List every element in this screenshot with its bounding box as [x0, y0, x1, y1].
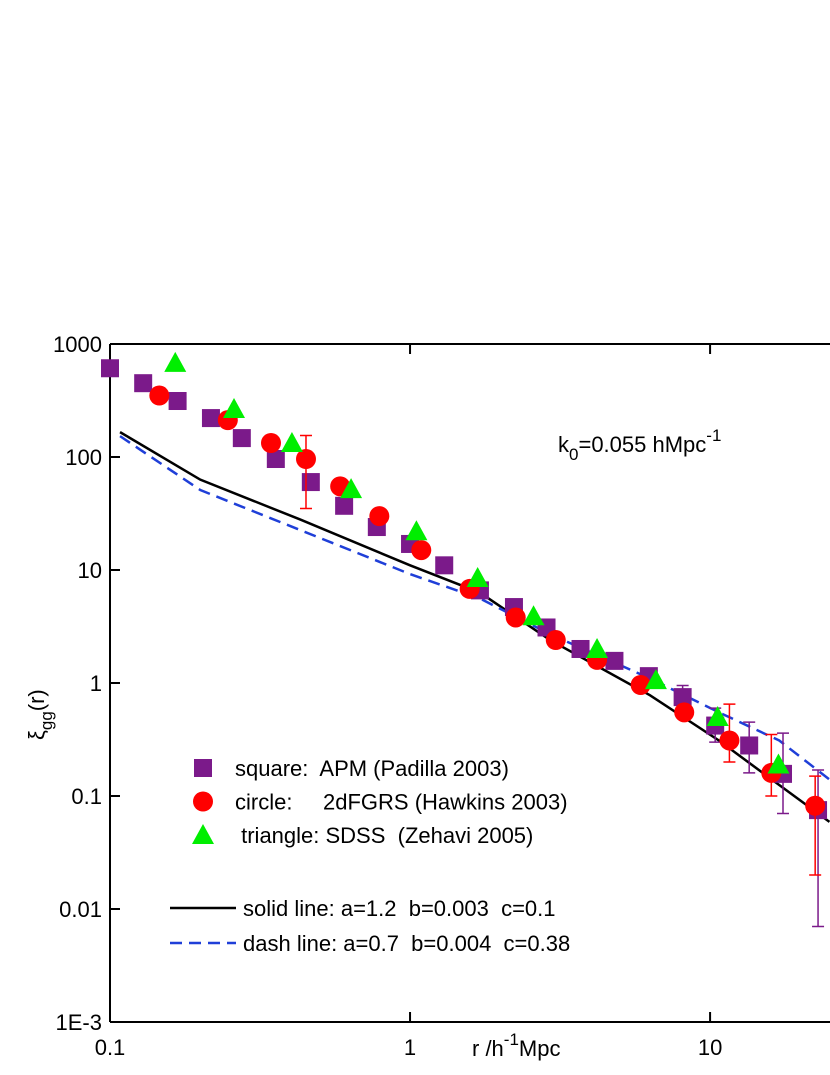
x-tick-label: 0.1 [95, 1035, 126, 1060]
error-bar [299, 434, 312, 510]
circle-marker [193, 791, 213, 812]
square-marker [301, 473, 320, 492]
circle-marker [805, 795, 826, 816]
y-label-tail: (r) [24, 689, 49, 711]
triangle-marker [586, 637, 609, 658]
y-tick-label: 0.01 [59, 897, 102, 922]
circle-marker [260, 433, 281, 454]
triangle-marker [706, 706, 729, 727]
legend-label: triangle: SDSS (Zehavi 2005) [235, 823, 533, 848]
circle-marker [545, 630, 566, 651]
triangle-marker [466, 566, 489, 587]
square-marker [740, 736, 759, 755]
triangle-marker [644, 669, 667, 690]
square-marker [266, 450, 285, 469]
x-tick-label: 1 [404, 1035, 416, 1060]
circle-marker [674, 702, 695, 723]
y-tick-label: 10 [78, 558, 102, 583]
legend-label: square: APM (Padilla 2003) [235, 756, 509, 781]
triangle-marker [767, 753, 790, 774]
triangle-marker [405, 520, 428, 541]
x-label-sup: -1 [504, 1030, 519, 1049]
circle-marker [295, 449, 316, 470]
plot-area [101, 351, 830, 928]
annotation-text: k [558, 432, 570, 457]
x-tick-label: 10 [698, 1035, 722, 1060]
y-tick-label: 1E-3 [56, 1010, 102, 1035]
triangle-marker [340, 478, 363, 499]
circle-marker [149, 385, 170, 406]
legend-label: dash line: a=0.7 b=0.004 c=0.38 [243, 931, 570, 956]
circle-marker [369, 506, 390, 527]
annotation-mid: =0.055 hMpc [578, 432, 706, 457]
square-marker [335, 496, 354, 515]
triangle-marker [192, 824, 214, 844]
annotation: k0=0.055 hMpc-1 [558, 426, 721, 464]
legend-label: circle: 2dFGRS (Hawkins 2003) [235, 790, 568, 815]
y-tick-label: 0.1 [71, 784, 102, 809]
circle-marker [719, 730, 740, 751]
y-tick-label: 100 [65, 445, 102, 470]
circle-marker [630, 675, 651, 696]
y-axis-label: ξgg(r) [24, 689, 56, 740]
square-marker [101, 359, 119, 378]
square-marker [571, 639, 590, 658]
annotation-sub: 0 [569, 445, 578, 464]
y-tick-label: 1 [90, 671, 102, 696]
triangle-marker [223, 397, 246, 418]
annotation-sup: -1 [706, 426, 721, 445]
y-label-sub: gg [37, 711, 56, 730]
x-label-tail: Mpc [519, 1036, 561, 1061]
square-marker [134, 374, 153, 393]
square-marker [673, 688, 692, 707]
square-marker [605, 651, 624, 670]
y-label-text: ξ [24, 730, 49, 740]
triangle-marker [164, 351, 187, 372]
error-bar [812, 769, 825, 928]
x-label-text: r /h [472, 1036, 504, 1061]
legend-label: solid line: a=1.2 b=0.003 c=0.1 [243, 896, 556, 921]
error-bar [809, 775, 822, 876]
square-marker [168, 392, 187, 411]
square-marker [201, 409, 220, 428]
square-marker [435, 556, 454, 575]
square-marker [194, 759, 212, 777]
triangle-marker [280, 432, 303, 453]
y-tick-label: 1000 [53, 332, 102, 357]
circle-marker [411, 540, 432, 561]
square-marker [232, 429, 251, 448]
circle-marker [505, 607, 526, 628]
x-axis-label: r /h-1Mpc [472, 1030, 560, 1061]
triangle-marker [522, 605, 545, 626]
